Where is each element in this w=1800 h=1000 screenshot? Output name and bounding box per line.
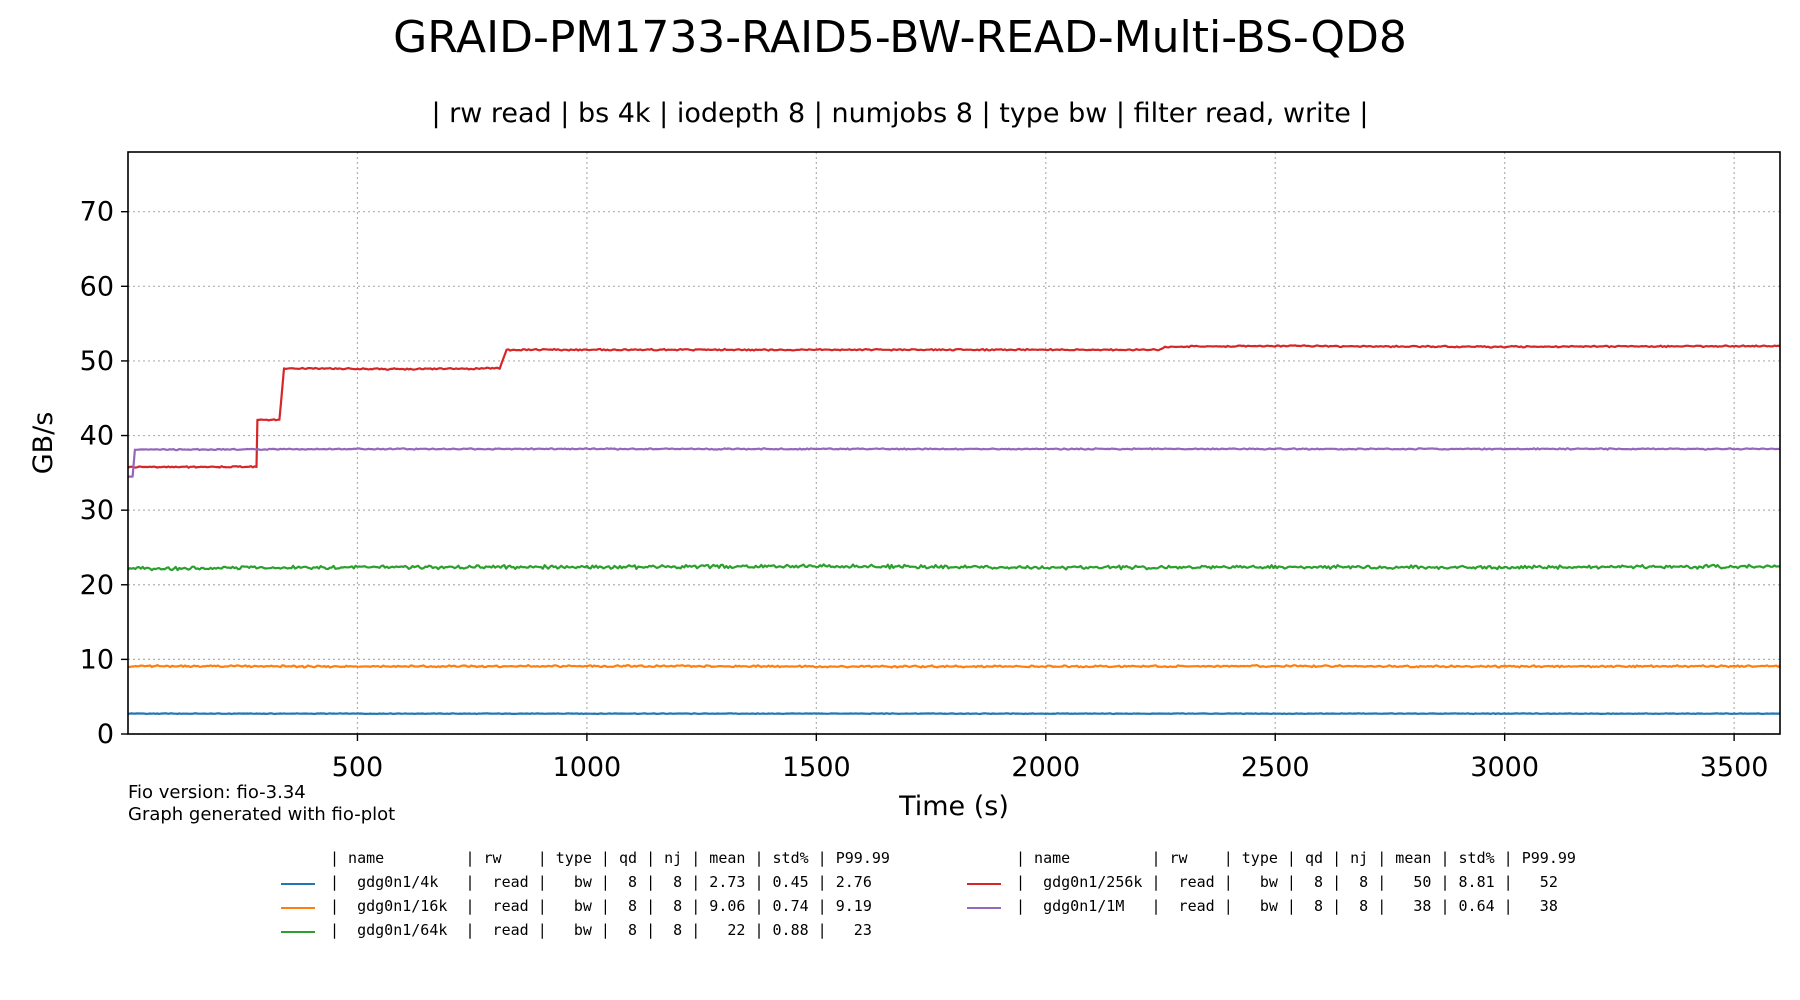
series-line-gdg0n1-16k bbox=[127, 664, 1781, 669]
y-tick-label: 60 bbox=[80, 271, 114, 302]
legend-swatch-64k bbox=[281, 931, 315, 933]
legend-header-right: | name | rw | type | qd | nj | mean | st… bbox=[1016, 849, 1576, 867]
chart-subtitle: | rw read | bs 4k | iodepth 8 | numjobs … bbox=[431, 98, 1369, 129]
legend-row-4k: | gdg0n1/4k | read | bw | 8 | 8 | 2.73 |… bbox=[330, 873, 872, 891]
x-tick-label: 3500 bbox=[1700, 752, 1769, 783]
x-tick-label: 500 bbox=[332, 752, 384, 783]
legend-row-256k: | gdg0n1/256k | read | bw | 8 | 8 | 50 |… bbox=[1016, 873, 1558, 891]
x-axis-label: Time (s) bbox=[898, 791, 1009, 822]
chart-title: GRAID-PM1733-RAID5-BW-READ-Multi-BS-QD8 bbox=[393, 12, 1407, 63]
plot-frame bbox=[127, 151, 1781, 735]
axis-ticks: 500 1000 1500 2000 2500 3000 3500 0 10 20 30 40 50 60… bbox=[80, 197, 1769, 783]
y-tick-label: 30 bbox=[80, 495, 114, 526]
grid-lines bbox=[128, 152, 1780, 735]
legend-row-64k: | gdg0n1/64k | read | bw | 8 | 8 | 22 | … bbox=[330, 921, 872, 939]
legend-row-16k: | gdg0n1/16k | read | bw | 8 | 8 | 9.06 … bbox=[330, 897, 872, 915]
series-line-gdg0n1-256k bbox=[127, 344, 1781, 469]
x-tick-label: 1000 bbox=[553, 752, 622, 783]
legend-swatch-1m bbox=[967, 907, 1001, 909]
legend-swatch-4k bbox=[281, 883, 315, 885]
y-axis-label: GB/s bbox=[28, 412, 59, 475]
series-line-gdg0n1-64k bbox=[127, 563, 1781, 572]
y-tick-label: 70 bbox=[80, 197, 114, 228]
legend-swatch-256k bbox=[967, 883, 1001, 885]
legend-row-1m: | gdg0n1/1M | read | bw | 8 | 8 | 38 | 0… bbox=[1016, 897, 1558, 915]
y-tick-label: 0 bbox=[97, 719, 114, 750]
x-tick-label: 2000 bbox=[1011, 752, 1080, 783]
y-tick-label: 10 bbox=[80, 644, 114, 675]
legend-header-left: | name | rw | type | qd | nj | mean | st… bbox=[330, 849, 890, 867]
generator-note: Graph generated with fio-plot bbox=[128, 804, 396, 825]
x-tick-label: 3000 bbox=[1470, 752, 1539, 783]
fio-version-note: Fio version: fio-3.34 bbox=[128, 782, 306, 803]
legend-swatch-16k bbox=[281, 907, 315, 909]
x-tick-label: 2500 bbox=[1241, 752, 1310, 783]
x-tick-label: 1500 bbox=[782, 752, 851, 783]
series-line-gdg0n1-1m bbox=[128, 447, 1781, 478]
y-tick-label: 20 bbox=[80, 570, 114, 601]
series-line-gdg0n1-4k bbox=[127, 712, 1781, 716]
series-lines bbox=[127, 344, 1781, 716]
y-tick-label: 50 bbox=[80, 346, 114, 377]
y-tick-label: 40 bbox=[80, 421, 114, 452]
